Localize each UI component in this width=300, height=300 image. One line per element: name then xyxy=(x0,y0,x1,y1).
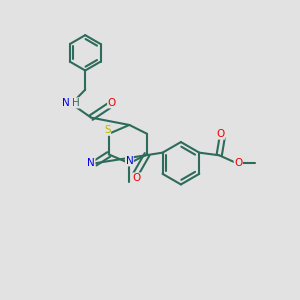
Text: N: N xyxy=(125,156,133,166)
Text: O: O xyxy=(217,129,225,139)
Text: N: N xyxy=(62,98,70,108)
Text: H: H xyxy=(72,98,80,108)
Text: O: O xyxy=(133,173,141,183)
Text: O: O xyxy=(108,98,116,108)
Text: S: S xyxy=(104,125,111,135)
Text: O: O xyxy=(234,158,242,168)
Text: N: N xyxy=(87,158,95,168)
